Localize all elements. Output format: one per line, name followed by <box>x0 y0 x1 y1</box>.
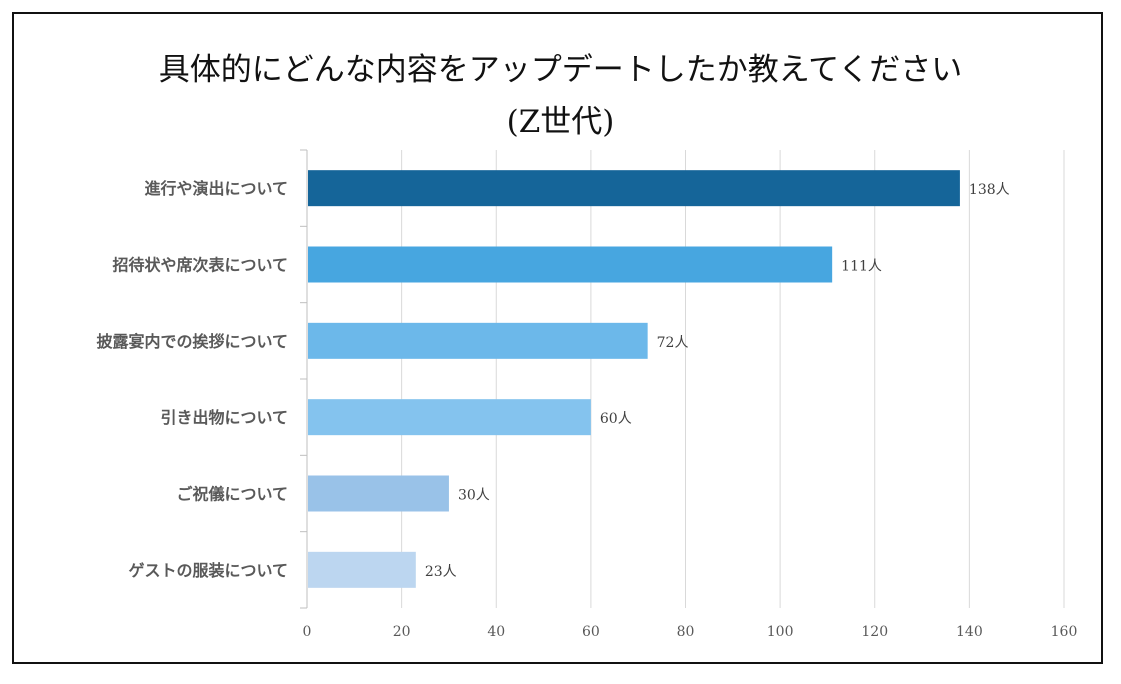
x-tick-label: 100 <box>767 624 794 640</box>
category-label: 引き出物について <box>160 408 288 427</box>
category-label: 披露宴内での挨拶について <box>96 332 288 351</box>
x-tick-label: 160 <box>1051 624 1078 640</box>
data-label: 30人 <box>458 488 490 504</box>
x-tick-label: 140 <box>956 624 983 640</box>
data-label: 111人 <box>841 259 882 275</box>
x-tick-label: 0 <box>303 624 312 640</box>
bar <box>308 475 449 512</box>
x-tick-label: 120 <box>861 624 888 640</box>
chart-frame <box>12 12 1103 664</box>
x-tick-label: 20 <box>393 624 411 640</box>
bar <box>308 399 591 436</box>
chart-subtitle: (Z世代) <box>506 104 615 140</box>
category-label: 進行や演出について <box>144 179 288 198</box>
bar <box>308 246 833 283</box>
data-label: 23人 <box>425 564 457 580</box>
data-label: 60人 <box>600 411 632 427</box>
x-tick-label: 60 <box>582 624 600 640</box>
bar <box>308 322 648 359</box>
category-label: ご祝儀について <box>176 485 288 504</box>
x-tick-label: 80 <box>677 624 695 640</box>
category-label: ゲストの服装について <box>128 561 288 580</box>
x-tick-label: 40 <box>487 624 505 640</box>
chart-title: 具体的にどんな内容をアップデートしたか教えてください <box>158 52 963 88</box>
bar <box>308 170 960 207</box>
data-label: 72人 <box>657 335 689 351</box>
category-label: 招待状や席次表について <box>112 256 288 275</box>
data-label: 138人 <box>969 182 1010 198</box>
bar <box>308 551 416 588</box>
